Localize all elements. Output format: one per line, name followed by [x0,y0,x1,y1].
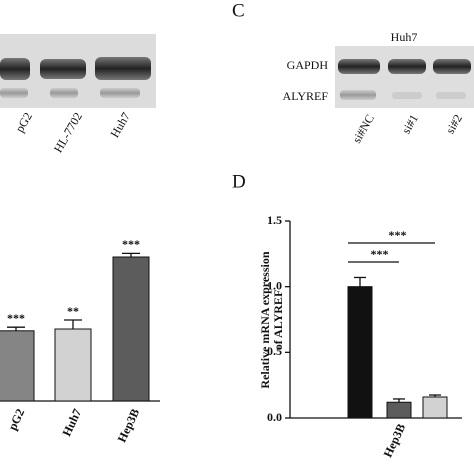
significance: *** [122,237,140,251]
y-tick-label: 0.5 [267,344,282,358]
bar [422,396,448,419]
y-tick-label: 1.0 [267,278,282,292]
row-label: ALYREF [283,89,329,103]
bar [54,328,92,402]
row-label: GAPDH [287,58,329,72]
x-tick-label: pG2 [5,407,27,433]
y-tick-label: 1.5 [267,213,282,227]
significance: ** [67,304,79,318]
panel-label: C [232,0,245,21]
bar [347,286,373,419]
lane-label: si#NC [350,112,377,146]
significance: *** [389,228,407,242]
significance: *** [7,311,25,325]
lane-label: Huh7 [108,110,133,140]
bar [386,401,412,419]
y-axis-title: of ALYREF [271,290,285,351]
x-tick-label: Hep3B [115,407,143,445]
lane-label: HL-7702 [51,110,85,155]
x-axis-label: Hep3B [381,422,409,460]
significance: *** [371,247,389,261]
y-axis-title: Relative mRNA expression [258,251,272,388]
panel-label: D [232,171,246,192]
lane-label: pG2 [13,110,35,135]
bar [112,256,150,402]
blot-a [0,34,156,108]
cell-line: Huh7 [391,30,418,44]
y-tick-label: 0.0 [267,410,282,424]
x-tick-label: Huh7 [59,407,84,439]
blot-c [335,46,474,108]
bar [0,330,35,402]
lane-label: si#1 [399,112,421,136]
lane-label: si#2 [443,112,465,136]
